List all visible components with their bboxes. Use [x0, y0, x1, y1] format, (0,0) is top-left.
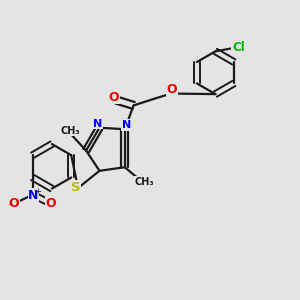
Text: CH₃: CH₃ [61, 126, 80, 136]
Text: O: O [167, 82, 177, 96]
Text: CH₃: CH₃ [134, 176, 154, 187]
Text: N: N [93, 118, 103, 128]
Text: Cl: Cl [232, 41, 245, 54]
Text: N: N [28, 189, 39, 202]
Text: ⁻: ⁻ [7, 202, 13, 212]
Text: N: N [122, 120, 131, 130]
Text: O: O [109, 91, 119, 103]
Text: S: S [71, 181, 80, 194]
Text: O: O [9, 197, 20, 210]
Text: +: + [34, 187, 41, 196]
Text: O: O [46, 197, 56, 210]
